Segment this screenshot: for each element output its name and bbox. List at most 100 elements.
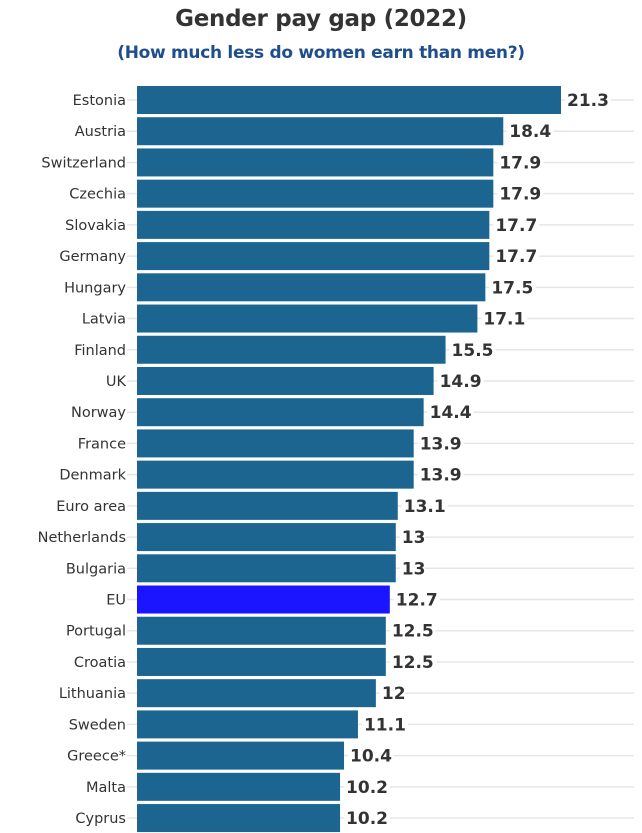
value-label-bg-malta [344, 776, 391, 797]
bar-france [137, 429, 414, 458]
value-label-latvia: 17.1 [483, 310, 525, 330]
category-label-denmark: Denmark [59, 468, 126, 484]
value-label-bg-bulgaria [399, 558, 425, 579]
category-label-lithuania: Lithuania [59, 686, 126, 702]
value-label-bg-estonia [565, 90, 611, 110]
value-label-switzerland: 17.9 [499, 153, 541, 173]
bar-austria [137, 117, 504, 146]
category-label-bulgaria: Bulgaria [66, 561, 126, 577]
value-label-bg-greece [348, 745, 395, 766]
value-label-croatia: 12.5 [392, 653, 434, 673]
bar-czechia [137, 179, 494, 208]
value-label-bg-eu [393, 589, 440, 610]
value-label-austria: 18.4 [509, 122, 551, 142]
value-label-bg-hungary [489, 277, 536, 298]
category-label-eu: EU [106, 593, 126, 609]
gridlines [127, 99, 634, 819]
value-label-eu: 12.7 [396, 591, 438, 611]
category-label-france: France [78, 436, 126, 452]
value-label-france: 13.9 [420, 434, 462, 454]
category-label-sweden: Sweden [69, 717, 126, 733]
value-label-bg-germany [493, 246, 540, 267]
value-label-sweden: 11.1 [364, 715, 406, 735]
category-label-germany: Germany [59, 249, 126, 265]
value-label-bg-portugal [389, 620, 436, 641]
bar-croatia [137, 647, 386, 676]
category-label-hungary: Hungary [64, 280, 126, 296]
value-label-denmark: 13.9 [420, 466, 462, 486]
value-label-bg-czechia [497, 183, 544, 204]
bar-hungary [137, 273, 486, 302]
value-label-lithuania: 12 [382, 684, 406, 704]
bar-eu [137, 585, 390, 614]
category-label-finland: Finland [74, 343, 126, 359]
bar-switzerland [137, 148, 494, 177]
bars [137, 86, 561, 833]
value-label-norway: 14.4 [430, 403, 472, 423]
category-label-latvia: Latvia [82, 312, 126, 328]
bar-lithuania [137, 679, 376, 708]
value-label-portugal: 12.5 [392, 622, 434, 642]
bar-malta [137, 772, 341, 801]
value-label-bg-sweden [361, 714, 408, 735]
value-label-bg-finland [449, 339, 496, 360]
bar-netherlands [137, 523, 396, 552]
category-label-portugal: Portugal [66, 624, 126, 640]
category-label-cyprus: Cyprus [75, 811, 126, 827]
bar-sweden [137, 710, 358, 739]
value-label-bg-croatia [389, 651, 436, 672]
value-label-slovakia: 17.7 [495, 216, 537, 236]
value-label-czechia: 17.9 [499, 185, 541, 205]
value-label-netherlands: 13 [402, 528, 426, 548]
bar-euro-area [137, 491, 398, 520]
category-label-switzerland: Switzerland [41, 155, 126, 171]
bar-portugal [137, 616, 386, 645]
category-label-uk: UK [106, 374, 127, 390]
value-label-euro-area: 13.1 [404, 497, 446, 517]
category-label-czechia: Czechia [69, 187, 126, 203]
bar-germany [137, 242, 490, 271]
bar-cyprus [137, 804, 341, 833]
bar-latvia [137, 304, 478, 333]
category-label-croatia: Croatia [74, 655, 126, 671]
value-label-estonia: 21.3 [567, 91, 609, 111]
value-label-bulgaria: 13 [402, 559, 426, 579]
value-label-bg-switzerland [497, 152, 544, 173]
value-label-bg-uk [437, 370, 484, 391]
value-label-uk: 14.9 [440, 372, 482, 392]
value-label-bg-france [417, 433, 464, 454]
category-label-norway: Norway [71, 405, 126, 421]
value-label-bg-norway [427, 402, 474, 423]
value-label-bg-lithuania [379, 683, 405, 704]
bar-uk [137, 366, 434, 395]
category-label-austria: Austria [75, 124, 126, 140]
value-label-bg-latvia [481, 308, 528, 329]
value-label-greece: 10.4 [350, 747, 392, 767]
value-label-bg-euro-area [401, 495, 448, 516]
bar-estonia [137, 86, 561, 114]
value-label-hungary: 17.5 [491, 278, 533, 298]
bar-slovakia [137, 210, 490, 239]
bar-greece [137, 741, 345, 770]
bar-finland [137, 335, 446, 364]
value-label-bg-austria [507, 121, 554, 142]
category-label-euro-area: Euro area [56, 499, 126, 515]
value-label-germany: 17.7 [495, 247, 537, 267]
bar-denmark [137, 460, 414, 489]
chart-subtitle: (How much less do women earn than men?) [117, 43, 525, 63]
category-label-slovakia: Slovakia [65, 218, 126, 234]
category-label-malta: Malta [86, 780, 126, 796]
category-label-greece: Greece* [67, 749, 126, 765]
bar-bulgaria [137, 554, 396, 583]
value-label-bg-denmark [417, 464, 464, 485]
value-label-finland: 15.5 [452, 341, 494, 361]
value-label-bg-netherlands [399, 527, 425, 548]
value-label-bg-cyprus [344, 808, 391, 829]
value-label-malta: 10.2 [346, 778, 388, 798]
category-label-estonia: Estonia [73, 93, 126, 109]
bar-norway [137, 398, 424, 427]
value-label-bg-slovakia [493, 214, 540, 235]
chart-title: Gender pay gap (2022) [175, 6, 467, 32]
category-label-netherlands: Netherlands [38, 530, 126, 546]
